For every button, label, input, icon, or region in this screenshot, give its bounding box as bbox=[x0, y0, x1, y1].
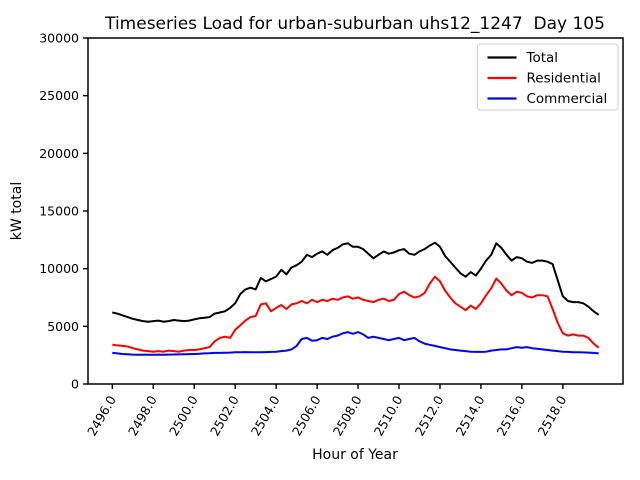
legend-label-commercial: Commercial bbox=[527, 91, 608, 107]
y-tick-label: 20000 bbox=[39, 146, 79, 161]
series-line-total bbox=[112, 241, 600, 323]
y-axis-label: kW total bbox=[9, 182, 25, 240]
series-line-commercial bbox=[112, 331, 599, 356]
legend-box bbox=[477, 43, 619, 111]
y-tick-label: 30000 bbox=[39, 31, 79, 46]
y-tick-label: 10000 bbox=[39, 261, 79, 276]
legend-label-residential: Residential bbox=[527, 71, 601, 87]
y-axis-ticks: 0 5000 10000 15000 20000 25000 30000 bbox=[39, 31, 88, 392]
y-tick-label: 0 bbox=[71, 377, 79, 392]
y-tick-label: 25000 bbox=[39, 88, 79, 103]
y-tick-label: 5000 bbox=[47, 319, 79, 334]
legend: Total Residential Commercial bbox=[477, 43, 619, 111]
series-line-residential bbox=[112, 275, 600, 353]
y-tick-label: 15000 bbox=[39, 204, 79, 219]
legend-label-total: Total bbox=[526, 50, 559, 66]
series-lines bbox=[112, 241, 600, 356]
x-axis-label: Hour of Year bbox=[312, 447, 398, 463]
plot-border bbox=[87, 37, 624, 385]
chart-title: Timeseries Load for urban-suburban uhs12… bbox=[104, 14, 605, 34]
